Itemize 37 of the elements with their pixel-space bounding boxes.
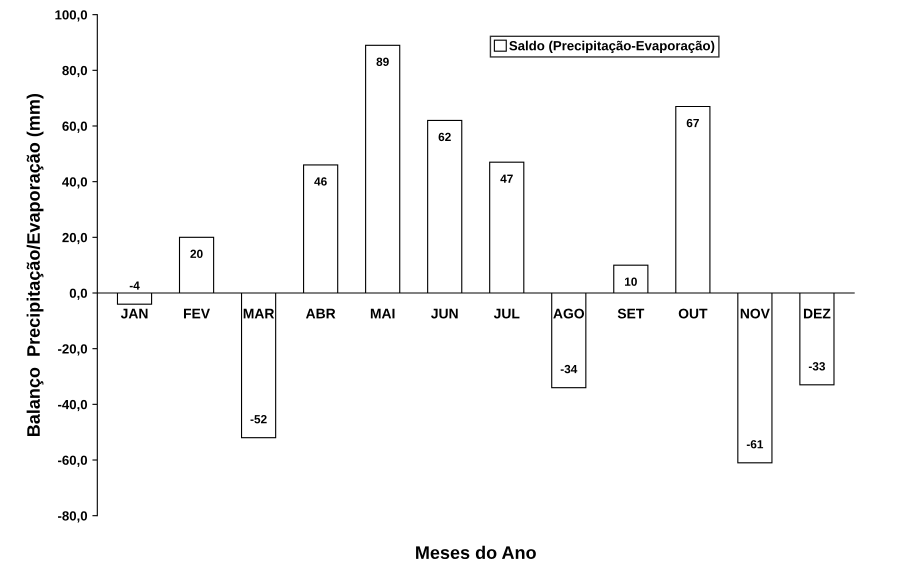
x-tick-label: FEV (184, 308, 210, 318)
x-tick-label: JUN (431, 308, 458, 318)
x-tick-label: SET (618, 308, 644, 318)
data-label: -52 (250, 415, 267, 424)
y-tick-label: -80,0 (58, 511, 88, 523)
y-tick-label: 100,0 (55, 10, 88, 22)
x-tick-label: OUT (678, 308, 708, 318)
data-label: 47 (500, 174, 513, 183)
x-tick-label: NOV (740, 308, 770, 318)
legend-label: Saldo (Precipitação-Evaporação) (509, 40, 714, 53)
y-tick-label: 80,0 (62, 66, 88, 78)
y-tick-label: -60,0 (58, 456, 88, 467)
x-tick-label: AGO (553, 308, 584, 318)
x-tick-label: JAN (120, 308, 148, 318)
data-label: 67 (686, 118, 699, 128)
data-label: -61 (746, 440, 764, 448)
y-tick-label: 20,0 (62, 232, 88, 244)
data-label: 89 (376, 58, 389, 66)
data-label: 20 (190, 250, 203, 258)
x-tick-label: ABR (306, 308, 336, 318)
y-tick-label: 40,0 (62, 177, 88, 188)
x-tick-label: MAR (244, 308, 274, 318)
data-label: 10 (624, 278, 637, 286)
x-tick-label: MAI (370, 308, 394, 318)
data-label: 62 (438, 132, 451, 142)
y-tick-label: 60,0 (62, 122, 88, 133)
data-label: 46 (314, 177, 327, 186)
data-label: -33 (808, 362, 826, 371)
y-axis-title: Balanço Precipitação/Evaporação (mm) (26, 94, 44, 436)
x-tick-label: DEZ (804, 308, 830, 318)
data-label: -34 (560, 364, 578, 374)
data-label: -4 (130, 282, 140, 290)
y-tick-label: 0,0 (70, 288, 88, 300)
x-axis-title: Meses do Ano (416, 546, 536, 560)
x-tick-label: JUL (494, 308, 520, 318)
y-tick-label: -40,0 (58, 400, 88, 412)
y-tick-label: -20,0 (58, 344, 88, 356)
